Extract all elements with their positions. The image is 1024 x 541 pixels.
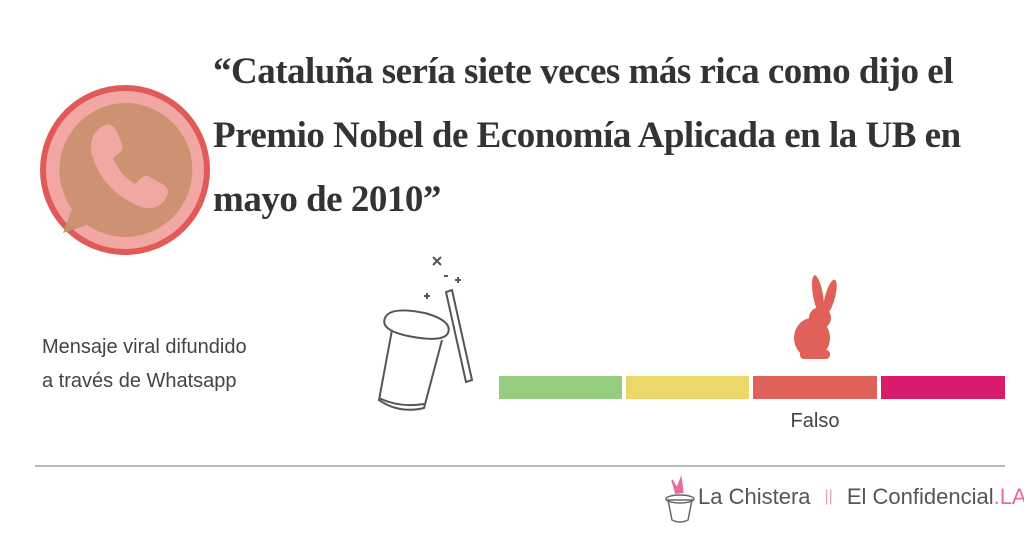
magic-hat: [377, 256, 474, 411]
quote-line: “Cataluña sería siete veces más rica com…: [213, 51, 953, 92]
brand: La Chistera: [698, 484, 811, 509]
caption-line: Mensaje viral difundido: [42, 336, 247, 358]
brand-icon: [665, 475, 695, 523]
rabbit-marker: [794, 275, 837, 359]
quote-line: Premio Nobel de Economía Aplicada en la …: [213, 115, 961, 156]
quote-line: mayo de 2010”: [213, 179, 441, 220]
separator: ||: [824, 488, 833, 505]
caption-line: a través de Whatsapp: [42, 370, 237, 392]
scale-segment: [881, 376, 1005, 399]
whatsapp-icon: [40, 85, 210, 255]
quote: “Cataluña sería siete veces más rica com…: [213, 40, 961, 232]
footer: La Chistera || El Confidencial.LAB: [698, 484, 1024, 510]
source-caption: Mensaje viral difundido a través de What…: [42, 330, 247, 398]
scale-segment: [626, 376, 749, 399]
scale-segment: [499, 376, 622, 399]
publisher-suffix: .LAB: [993, 484, 1024, 509]
scale-segment: [753, 376, 877, 399]
truth-scale: [499, 376, 1005, 399]
publisher: El Confidencial: [846, 484, 994, 509]
verdict-label: Falso: [790, 410, 840, 432]
